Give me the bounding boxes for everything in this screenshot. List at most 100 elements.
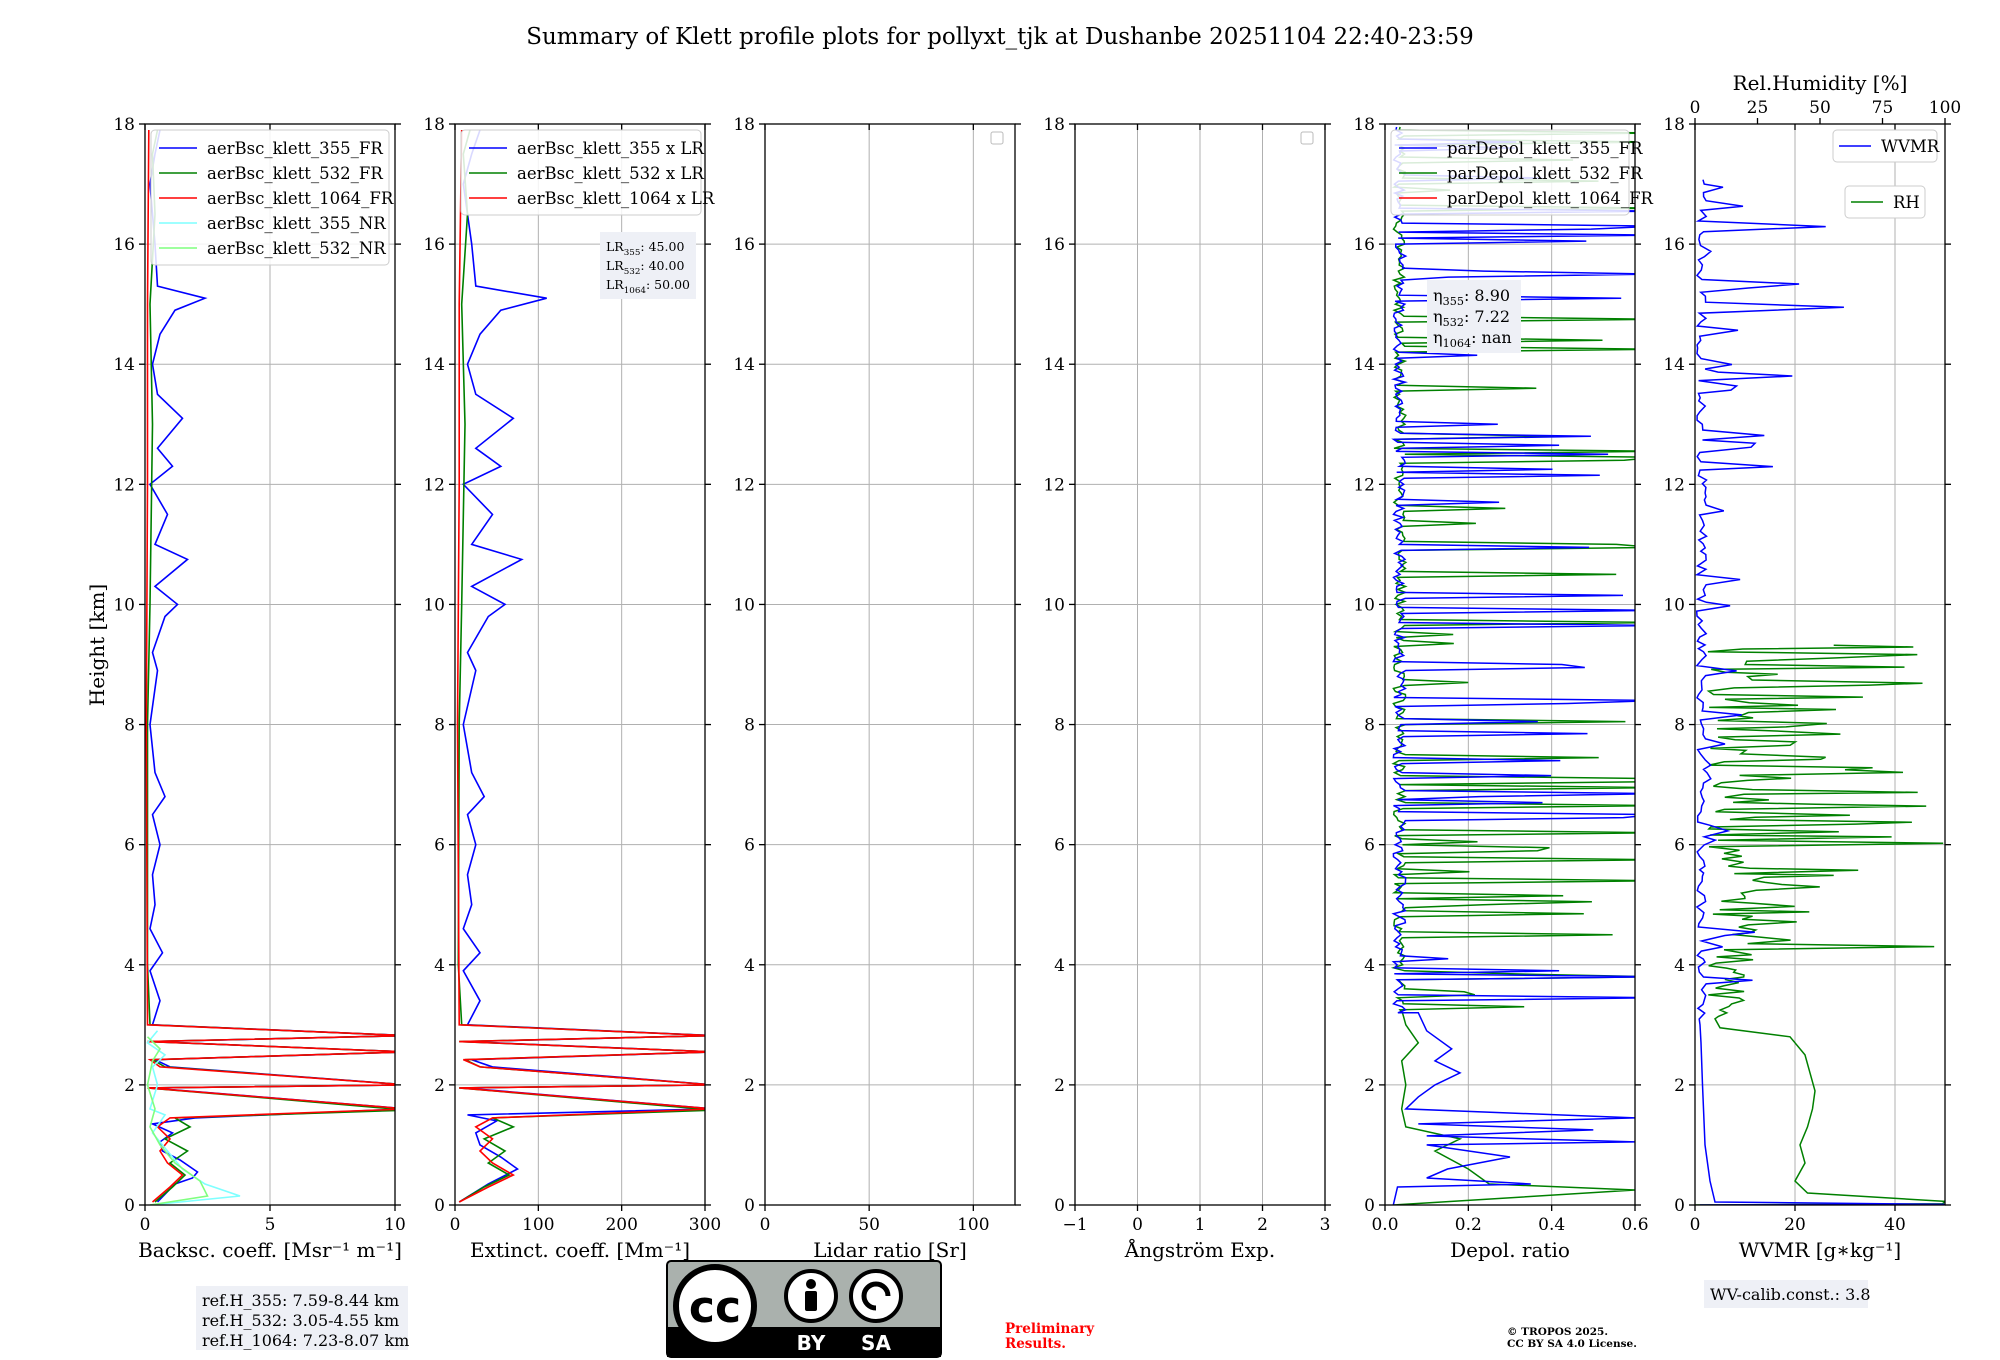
y-tick-label-7: 14 [113, 355, 135, 375]
panel-wvmr: 0 20 40 0 2 4 6 8 10 12 14 16 18 WVMR [g∗kg⁻¹] 0 25 50 75… [1663, 71, 1961, 1308]
x-tick-label-0: 0.0 [1371, 1215, 1398, 1235]
y-tick-label-9: 18 [733, 115, 755, 135]
y-tick-label-3: 6 [124, 836, 135, 856]
info-line-0: η355: 8.90 [1433, 286, 1510, 308]
legend-label-0: aerBsc_klett_355_FR [207, 139, 383, 158]
wv-calib-const: WV-calib.const.: 3.8 [1710, 1285, 1871, 1304]
legend-box [1390, 129, 1630, 216]
x-tick-label-1: 5 [265, 1215, 276, 1235]
legend-label-3: aerBsc_klett_355_NR [207, 214, 386, 233]
x-axis-label: Lidar ratio [Sr] [813, 1238, 967, 1262]
wvmr-line [1695, 179, 1945, 1205]
y-tick-label-9: 18 [423, 115, 445, 135]
ref-height-2: ref.H_1064: 7.23-8.07 km [202, 1331, 409, 1350]
legend-label-0: WVMR [1881, 137, 1940, 156]
copyright-text-0: © TROPOS 2025. [1507, 1326, 1608, 1338]
cc-icon [673, 1264, 757, 1348]
info-line-0: LR355: 45.00 [606, 239, 684, 258]
y-tick-label-0: 0 [434, 1196, 445, 1216]
top-tick-label-1: 25 [1747, 98, 1769, 118]
cc-icon-text: cc [689, 1282, 741, 1333]
axes-frame [1694, 123, 1946, 1206]
info-box [1704, 1280, 1868, 1308]
preliminary-text-1: Results. [1005, 1336, 1066, 1352]
series-line-2 [456, 129, 705, 1203]
legend-label-1: RH [1893, 193, 1920, 212]
y-tick-label-4: 8 [1674, 716, 1685, 736]
ref-height-1: ref.H_532: 3.05-4.55 km [202, 1311, 399, 1330]
y-tick-label-9: 18 [113, 115, 135, 135]
panel-depol: 0.0 0.2 0.4 0.6 0 2 4 6 8 10 12 14 16 18 Depol. ratio p… [1353, 115, 1653, 1262]
top-tick-label-0: 0 [1690, 98, 1701, 118]
info-line-1: η532: 7.22 [1433, 307, 1510, 329]
legend-label-1: aerBsc_klett_532_FR [207, 164, 383, 183]
y-tick-label-0: 0 [744, 1196, 755, 1216]
series-group [1695, 179, 1945, 1205]
legend-label-2: aerBsc_klett_1064 x LR [517, 189, 715, 208]
y-tick-label-8: 16 [1353, 235, 1375, 255]
y-tick-label-8: 16 [1663, 235, 1685, 255]
legend-box [460, 129, 702, 216]
y-tick-label-1: 2 [1054, 1076, 1065, 1096]
y-tick-label-6: 12 [423, 475, 445, 495]
y-tick-label-2: 4 [434, 956, 445, 976]
y-tick-label-4: 8 [1054, 716, 1065, 736]
x-tick-label-1: 0.2 [1455, 1215, 1482, 1235]
x-tick-label-2: 40 [1884, 1215, 1906, 1235]
y-tick-label-1: 2 [1674, 1076, 1685, 1096]
legend-box [1844, 185, 1926, 219]
y-tick-label-2: 4 [744, 956, 755, 976]
top-axis-label: Rel.Humidity [%] [1733, 71, 1908, 95]
y-tick-label-7: 14 [1663, 355, 1685, 375]
y-tick-label-6: 12 [1663, 475, 1685, 495]
series-line-3 [146, 1030, 241, 1205]
series-group [145, 129, 395, 1205]
depol-line-blue [1390, 126, 1635, 1205]
y-tick-label-2: 4 [124, 956, 135, 976]
x-axis-label: Extinct. coeff. [Mm⁻¹] [470, 1238, 690, 1262]
series-line-4 [146, 1036, 209, 1205]
sa-icon-arc [861, 1281, 891, 1311]
x-tick-label-3: 300 [689, 1215, 721, 1235]
x-tick-label-2: 0.4 [1538, 1215, 1565, 1235]
empty-legend [1300, 131, 1314, 145]
axes-frame [454, 123, 706, 1206]
depol-line-green [1390, 126, 1635, 1205]
x-axis-label: WVMR [g∗kg⁻¹] [1739, 1238, 1901, 1262]
y-tick-label-0: 0 [124, 1196, 135, 1216]
series-line-0 [148, 129, 395, 1203]
y-tick-label-5: 10 [1663, 595, 1685, 615]
y-tick-label-5: 10 [1353, 595, 1375, 615]
x-tick-label-4: 3 [1320, 1215, 1331, 1235]
y-tick-label-8: 16 [1043, 235, 1065, 255]
by-icon-head [806, 1279, 816, 1289]
y-tick-label-5: 10 [423, 595, 445, 615]
info-box [600, 232, 696, 299]
sa-label: SA [861, 1331, 891, 1355]
x-tick-label-0: 0 [450, 1215, 461, 1235]
y-tick-label-3: 6 [1674, 836, 1685, 856]
by-icon-body [805, 1291, 817, 1311]
y-tick-label-9: 18 [1043, 115, 1065, 135]
x-tick-label-0: 0 [760, 1215, 771, 1235]
copyright-text-1: CC BY SA 4.0 License. [1507, 1338, 1637, 1350]
y-tick-label-3: 6 [1054, 836, 1065, 856]
x-tick-label-1: 0 [1132, 1215, 1143, 1235]
y-tick-label-2: 4 [1364, 956, 1375, 976]
y-tick-label-0: 0 [1364, 1196, 1375, 1216]
y-tick-label-1: 2 [434, 1076, 445, 1096]
x-tick-label-0: 0 [140, 1215, 151, 1235]
x-tick-label-3: 2 [1257, 1215, 1268, 1235]
y-tick-label-0: 0 [1054, 1196, 1065, 1216]
y-tick-label-7: 14 [423, 355, 445, 375]
rh-line [1695, 644, 1945, 1205]
y-tick-label-1: 2 [1364, 1076, 1375, 1096]
top-tick-label-4: 100 [1929, 98, 1961, 118]
empty-legend [990, 131, 1004, 145]
x-tick-label-1: 100 [522, 1215, 554, 1235]
legend-label-0: aerBsc_klett_355 x LR [517, 139, 704, 158]
